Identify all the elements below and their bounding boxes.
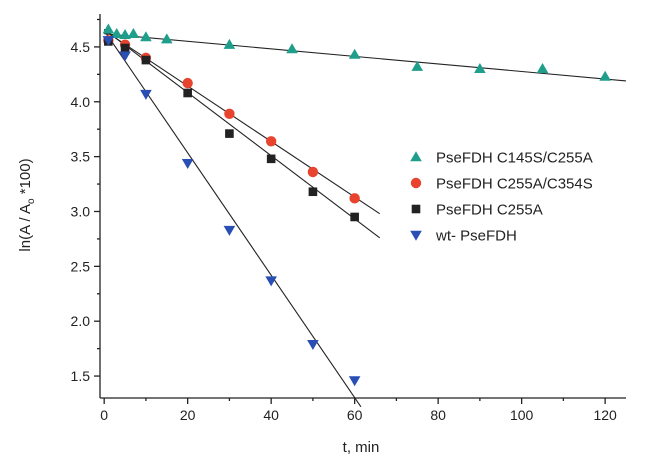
data-point xyxy=(225,129,234,138)
data-point xyxy=(181,159,194,170)
data-point xyxy=(140,89,152,100)
legend-label: PseFDH C255A/C354S xyxy=(436,176,593,193)
y-tick-label: 4.0 xyxy=(71,94,91,110)
data-point xyxy=(348,48,361,59)
data-point xyxy=(120,43,130,53)
legend-label: PseFDH C255A xyxy=(436,202,543,219)
legend-label: wt- PseFDH xyxy=(435,228,517,245)
y-tick-label: 2.5 xyxy=(71,258,91,274)
data-point xyxy=(102,23,115,34)
legend-marker xyxy=(410,177,422,189)
data-point xyxy=(102,36,115,47)
data-point xyxy=(474,63,486,74)
data-point xyxy=(348,376,361,387)
y-tick-label: 4.5 xyxy=(71,39,91,55)
y-axis-ticks: 1.5 2.0 2.5 3.0 3.5 4.0 4.5 xyxy=(71,18,100,384)
data-point xyxy=(536,63,549,74)
legend-label: PseFDH C145S/C255A xyxy=(436,150,593,167)
data-point xyxy=(308,187,318,197)
data-point xyxy=(349,193,360,204)
data-point xyxy=(266,154,276,164)
data-point xyxy=(265,136,277,147)
data-point xyxy=(224,108,235,120)
data-point xyxy=(182,77,193,89)
data-point xyxy=(307,340,319,351)
data-points xyxy=(102,23,611,387)
x-tick-label: 100 xyxy=(510,407,534,423)
data-point xyxy=(265,276,277,287)
legend-marker xyxy=(410,151,422,162)
y-axis-label-main: ln(A / A xyxy=(17,204,34,252)
data-point xyxy=(119,29,131,40)
data-point xyxy=(127,27,140,38)
fit-lines xyxy=(103,28,627,408)
data-point xyxy=(307,166,319,178)
data-point xyxy=(183,88,192,98)
legend-marker xyxy=(410,230,422,241)
legend-marker xyxy=(411,204,421,214)
data-point xyxy=(141,55,151,65)
data-point xyxy=(140,31,152,42)
x-tick-label: 60 xyxy=(347,407,363,423)
x-axis-label: t, min xyxy=(343,439,380,456)
fit-line xyxy=(103,30,362,408)
y-axis-label-subscript: o xyxy=(26,198,37,204)
y-axis-label-tail: *100) xyxy=(17,158,34,198)
x-tick-label: 20 xyxy=(180,407,196,423)
data-point xyxy=(110,27,123,38)
x-tick-label: 120 xyxy=(593,407,617,423)
y-axis-label: ln(A / Ao *100) xyxy=(17,158,37,251)
data-point xyxy=(119,51,131,62)
fit-line xyxy=(104,33,627,82)
y-tick-label: 1.5 xyxy=(71,368,91,384)
data-point xyxy=(286,43,298,54)
data-point xyxy=(223,225,236,236)
y-tick-label: 2.0 xyxy=(71,313,91,329)
x-tick-label: 0 xyxy=(100,407,108,423)
data-point xyxy=(160,33,173,44)
legend: PseFDH C145S/C255A PseFDH C255A/C354S PseF… xyxy=(410,150,593,245)
data-point xyxy=(599,70,611,81)
data-point xyxy=(223,38,236,49)
data-point xyxy=(350,212,359,222)
y-tick-label: 3.5 xyxy=(71,149,91,165)
data-point xyxy=(411,60,424,71)
x-tick-label: 80 xyxy=(430,407,446,423)
x-axis-ticks: 0 20 40 60 80 100 120 xyxy=(100,398,617,423)
x-tick-label: 40 xyxy=(263,407,279,423)
y-tick-label: 3.0 xyxy=(71,203,91,219)
